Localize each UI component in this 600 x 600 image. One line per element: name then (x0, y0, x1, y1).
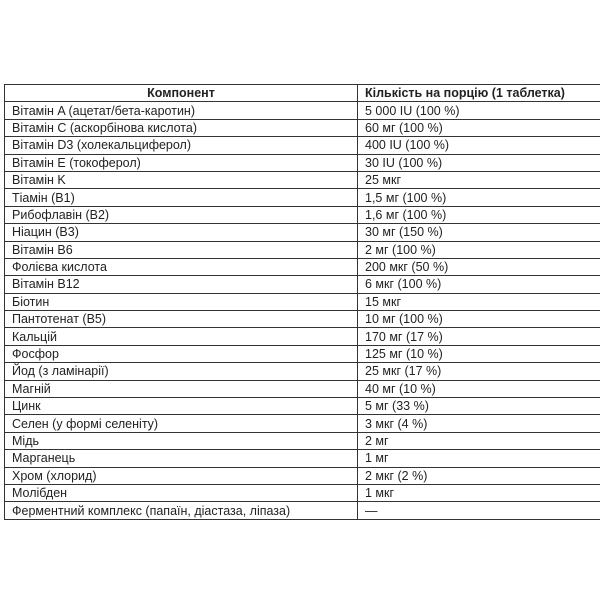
amount-cell: 25 мкг (17 %) (357, 362, 600, 381)
table-row: Вітамін D3 (холекальциферол) 400 IU (100 … (4, 136, 600, 155)
table-row: Йод (з ламінарії) 25 мкг (17 %) (4, 362, 600, 381)
header-component: Компонент (4, 83, 358, 103)
component-cell: Вітамін C (аскорбінова кислота) (4, 118, 358, 138)
amount-cell: 5 мг (33 %) (357, 397, 600, 416)
supplement-facts-table: Компонент Кількість на порцію (1 таблетк… (4, 83, 600, 520)
amount-cell: 5 000 IU (100 %) (357, 101, 600, 120)
table-row: Пантотенат (B5) 10 мг (100 %) (4, 310, 600, 329)
table-row: Магній 40 мг (10 %) (4, 379, 600, 399)
table-row: Кальцій 170 мг (17 %) (4, 327, 600, 346)
component-cell: Ферментний комплекс (папаїн, діастаза, л… (4, 501, 358, 520)
component-cell: Вітамін A (ацетат/бета-каротин) (4, 101, 358, 120)
amount-cell: 2 мг (357, 431, 600, 451)
table-row: Хром (хлорид) 2 мкг (2 %) (4, 466, 600, 485)
amount-cell: 2 мг (100 %) (357, 240, 600, 259)
component-cell: Біотин (4, 292, 358, 312)
table-row: Вітамін E (токоферол) 30 IU (100 %) (4, 153, 600, 172)
amount-cell: 1 мкг (357, 483, 600, 503)
table-row: Вітамін K 25 мкг (4, 170, 600, 190)
amount-cell: 1,5 мг (100 %) (357, 188, 600, 207)
component-cell: Пантотенат (B5) (4, 310, 358, 329)
table-row: Молібден 1 мкг (4, 483, 600, 503)
component-cell: Магній (4, 379, 358, 399)
table-row: Вітамін A (ацетат/бета-каротин) 5 000 IU … (4, 101, 600, 120)
component-cell: Мідь (4, 431, 358, 451)
component-cell: Вітамін K (4, 170, 358, 190)
table-row: Мідь 2 мг (4, 431, 600, 451)
component-cell: Марганець (4, 449, 358, 468)
table-row: Фолієва кислота 200 мкг (50 %) (4, 257, 600, 277)
amount-cell: 1,6 мг (100 %) (357, 205, 600, 225)
table-row: Ніацин (B3) 30 мг (150 %) (4, 223, 600, 242)
table-header-row: Компонент Кількість на порцію (1 таблетк… (4, 83, 600, 103)
amount-cell: 6 мкг (100 %) (357, 275, 600, 294)
amount-cell: 60 мг (100 %) (357, 118, 600, 138)
component-cell: Фосфор (4, 344, 358, 364)
table-row: Вітамін C (аскорбінова кислота) 60 мг (10… (4, 118, 600, 138)
amount-cell: 125 мг (10 %) (357, 344, 600, 364)
amount-cell: 200 мкг (50 %) (357, 257, 600, 277)
component-cell: Вітамін B6 (4, 240, 358, 259)
amount-cell: 170 мг (17 %) (357, 327, 600, 346)
component-cell: Вітамін E (токоферол) (4, 153, 358, 172)
amount-cell: 3 мкг (4 %) (357, 414, 600, 433)
component-cell: Рибофлавін (B2) (4, 205, 358, 225)
amount-cell: 400 IU (100 %) (357, 136, 600, 155)
amount-cell: 30 мг (150 %) (357, 223, 600, 242)
component-cell: Ніацин (B3) (4, 223, 358, 242)
table-row: Вітамін B6 2 мг (100 %) (4, 240, 600, 259)
amount-cell: 1 мг (357, 449, 600, 468)
table-row: Марганець 1 мг (4, 449, 600, 468)
amount-cell: 2 мкг (2 %) (357, 466, 600, 485)
table-row: Селен (у формі селеніту) 3 мкг (4 %) (4, 414, 600, 433)
amount-cell: 30 IU (100 %) (357, 153, 600, 172)
component-cell: Фолієва кислота (4, 257, 358, 277)
header-amount: Кількість на порцію (1 таблетка) (357, 83, 600, 103)
component-cell: Тіамін (B1) (4, 188, 358, 207)
component-cell: Вітамін B12 (4, 275, 358, 294)
table-row: Цинк 5 мг (33 %) (4, 397, 600, 416)
component-cell: Молібден (4, 483, 358, 503)
amount-cell: — (357, 501, 600, 520)
table-row: Ферментний комплекс (папаїн, діастаза, л… (4, 501, 600, 520)
amount-cell: 25 мкг (357, 170, 600, 190)
component-cell: Кальцій (4, 327, 358, 346)
amount-cell: 40 мг (10 %) (357, 379, 600, 399)
table-row: Вітамін B12 6 мкг (100 %) (4, 275, 600, 294)
component-cell: Хром (хлорид) (4, 466, 358, 485)
component-cell: Йод (з ламінарії) (4, 362, 358, 381)
amount-cell: 10 мг (100 %) (357, 310, 600, 329)
table-row: Тіамін (B1) 1,5 мг (100 %) (4, 188, 600, 207)
component-cell: Селен (у формі селеніту) (4, 414, 358, 433)
component-cell: Цинк (4, 397, 358, 416)
table-row: Фосфор 125 мг (10 %) (4, 344, 600, 364)
table-row: Біотин 15 мкг (4, 292, 600, 312)
component-cell: Вітамін D3 (холекальциферол) (4, 136, 358, 155)
table-row: Рибофлавін (B2) 1,6 мг (100 %) (4, 205, 600, 225)
amount-cell: 15 мкг (357, 292, 600, 312)
